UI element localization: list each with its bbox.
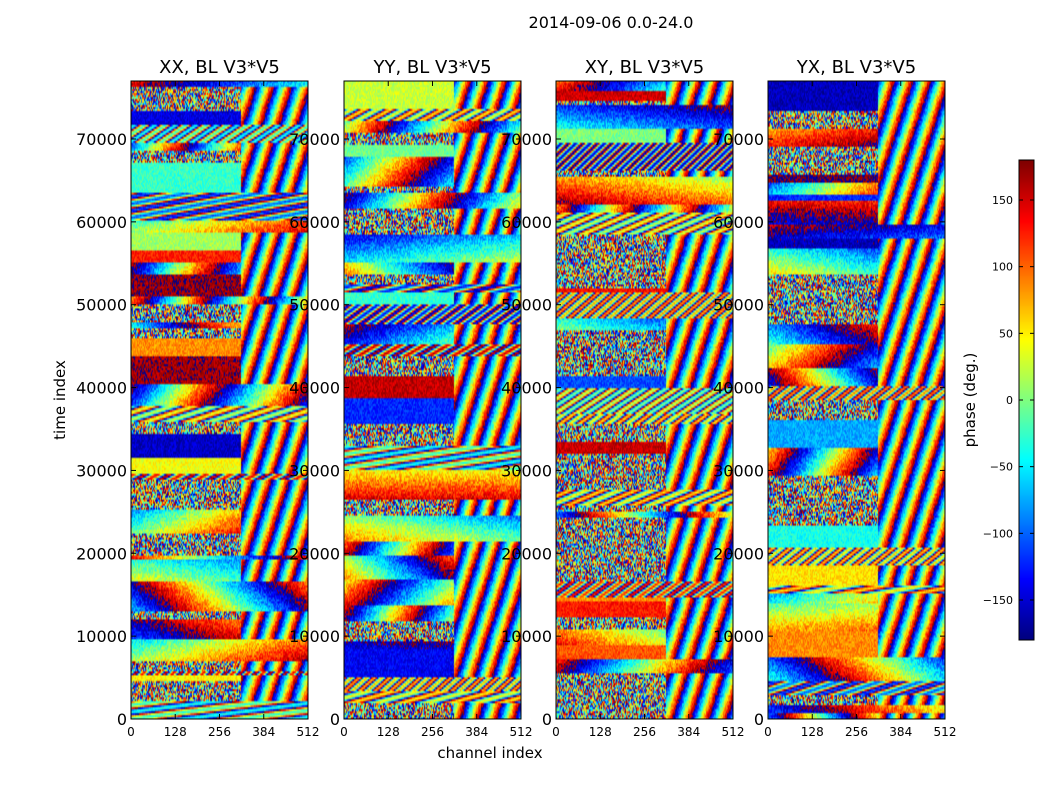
- phase-heatmap-2: [344, 81, 521, 719]
- x-tick-label: 0: [127, 725, 135, 739]
- x-tick-label: 384: [889, 725, 912, 739]
- y-tick-label: 30000: [289, 461, 340, 480]
- x-tick-label: 128: [801, 725, 824, 739]
- y-tick-label: 60000: [713, 213, 764, 232]
- colorbar-tick-label: 50: [999, 327, 1013, 340]
- x-tick-label: 256: [845, 725, 868, 739]
- x-tick-label: 512: [297, 725, 320, 739]
- panel-4: YX, BL V3*V5 0 128 256 384 512 0 10000 20000 3000…: [713, 57, 956, 739]
- x-tick-label: 384: [465, 725, 488, 739]
- colorbar: 150 100 50 0 −50 −100 −150: [983, 159, 1035, 641]
- y-tick-label: 20000: [76, 544, 127, 563]
- y-tick-label: 40000: [501, 379, 552, 398]
- x-tick-label: 0: [552, 725, 560, 739]
- x-tick-label: 384: [252, 725, 275, 739]
- y-tick-label: 60000: [76, 213, 127, 232]
- panel-3: XY, BL V3*V5 0 128 256 384 512 0 10000 20000 3000…: [501, 57, 744, 739]
- y-tick-label: 40000: [713, 379, 764, 398]
- y-tick-label: 30000: [76, 461, 127, 480]
- y-tick-label: 40000: [76, 379, 127, 398]
- y-tick-label: 0: [330, 710, 340, 729]
- x-tick-label: 512: [510, 725, 533, 739]
- x-tick-label: 384: [677, 725, 700, 739]
- y-tick-label: 70000: [501, 130, 552, 149]
- y-tick-label: 10000: [289, 627, 340, 646]
- x-tick-label: 256: [421, 725, 444, 739]
- figure-suptitle: 2014-09-06 0.0-24.0: [529, 13, 694, 32]
- colorbar-tick-label: −150: [983, 594, 1013, 607]
- y-tick-label: 60000: [289, 213, 340, 232]
- y-tick-label: 50000: [713, 296, 764, 315]
- y-tick-label: 0: [754, 710, 764, 729]
- y-tick-label: 0: [117, 710, 127, 729]
- panel-title-1: XX, BL V3*V5: [159, 57, 280, 78]
- colorbar-label: phase (deg.): [961, 353, 979, 448]
- x-tick-label: 512: [722, 725, 745, 739]
- x-tick-label: 128: [377, 725, 400, 739]
- y-tick-label: 50000: [76, 296, 127, 315]
- y-tick-label: 30000: [713, 461, 764, 480]
- phase-heatmap-3: [556, 81, 733, 719]
- x-tick-label: 512: [934, 725, 957, 739]
- colorbar-tick-label: 150: [992, 194, 1013, 207]
- panel-title-2: YY, BL V3*V5: [372, 57, 491, 78]
- y-tick-label: 70000: [713, 130, 764, 149]
- panel-2: YY, BL V3*V5 0 128 256 384 512 0 10000 20000 3000…: [289, 57, 532, 739]
- x-tick-label: 0: [764, 725, 772, 739]
- y-tick-label: 10000: [713, 627, 764, 646]
- y-tick-label: 20000: [289, 544, 340, 563]
- y-tick-label: 70000: [289, 130, 340, 149]
- x-tick-label: 128: [164, 725, 187, 739]
- y-tick-label: 0: [542, 710, 552, 729]
- panel-title-4: YX, BL V3*V5: [796, 57, 916, 78]
- colorbar-tick-label: −100: [983, 527, 1013, 540]
- y-tick-label: 10000: [501, 627, 552, 646]
- y-tick-label: 40000: [289, 379, 340, 398]
- y-tick-label: 50000: [501, 296, 552, 315]
- x-tick-label: 0: [340, 725, 348, 739]
- y-tick-label: 20000: [713, 544, 764, 563]
- x-axis-label: channel index: [437, 744, 542, 762]
- y-tick-label: 70000: [76, 130, 127, 149]
- colorbar-tick-label: 0: [1006, 394, 1013, 407]
- colorbar-gradient: [1019, 160, 1034, 640]
- heatmap-panels: XX, BL V3*V5 0 128 256 384 512 0 10000 20000 3000…: [76, 57, 956, 739]
- phase-heatmap-1: [131, 81, 308, 719]
- x-tick-label: 128: [589, 725, 612, 739]
- y-axis-label: time index: [51, 360, 69, 440]
- colorbar-tick-label: 100: [992, 261, 1013, 274]
- x-tick-label: 256: [208, 725, 231, 739]
- phase-heatmap-4: [768, 81, 945, 719]
- y-tick-label: 60000: [501, 213, 552, 232]
- y-tick-label: 20000: [501, 544, 552, 563]
- colorbar-tick-label: −50: [990, 461, 1013, 474]
- y-tick-label: 50000: [289, 296, 340, 315]
- x-tick-label: 256: [633, 725, 656, 739]
- panel-1: XX, BL V3*V5 0 128 256 384 512 0 10000 20000 3000…: [76, 57, 319, 739]
- y-tick-label: 10000: [76, 627, 127, 646]
- panel-title-3: XY, BL V3*V5: [585, 57, 704, 78]
- y-tick-label: 30000: [501, 461, 552, 480]
